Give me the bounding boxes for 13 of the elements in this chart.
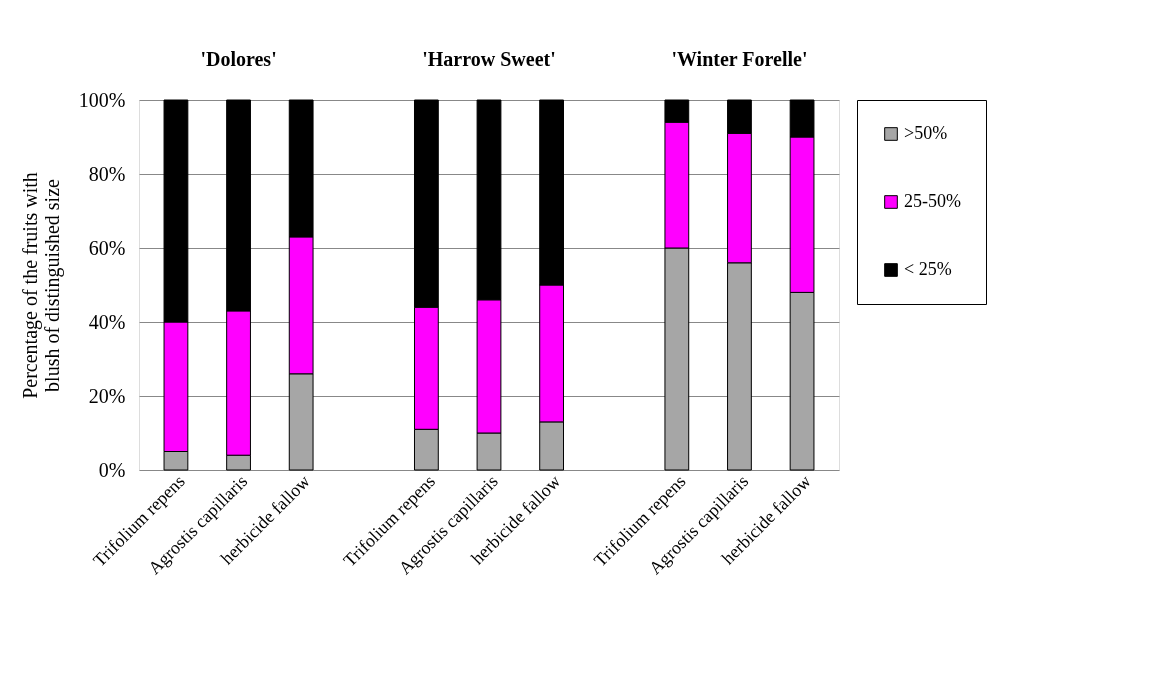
- y-tick-label: 20%: [88, 384, 126, 407]
- y-tick-label: 80%: [88, 162, 126, 185]
- y-axis-title: Percentage of the fruits with blush of distinguished size: [18, 172, 64, 399]
- legend-label: >50%: [904, 123, 948, 143]
- text: 'Harrow Sweet': [422, 48, 556, 70]
- y-tick-label: 60%: [88, 236, 126, 259]
- text: 'Dolores': [200, 48, 277, 70]
- y-tick-label: 40%: [88, 310, 126, 333]
- y-tick-label: 100%: [78, 88, 126, 111]
- text: 'Winter Forelle': [671, 48, 808, 70]
- legend-label: 25-50%: [904, 191, 961, 211]
- legend-label: < 25%: [904, 259, 952, 279]
- y-tick-label: 0%: [98, 458, 126, 481]
